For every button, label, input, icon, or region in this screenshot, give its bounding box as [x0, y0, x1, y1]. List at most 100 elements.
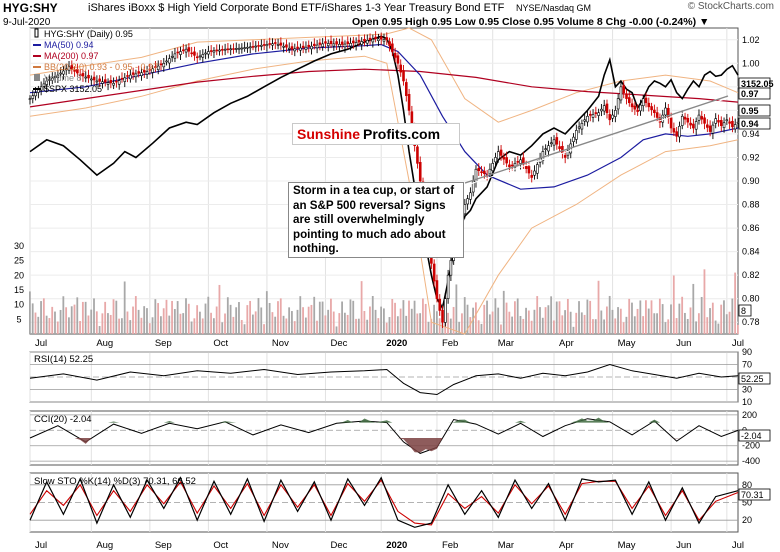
- price-candle-body: [145, 71, 149, 75]
- price-candle-body: [466, 198, 469, 205]
- price-candle-body: [541, 151, 545, 161]
- price-candle-body: [664, 107, 667, 116]
- volume-bar: [352, 300, 355, 334]
- x-tick-label-bottom: Jul: [732, 540, 744, 551]
- volume-bar: [385, 322, 388, 334]
- price-candle-body: [42, 83, 46, 87]
- price-candle-body: [463, 204, 467, 215]
- volume-bar: [597, 280, 600, 334]
- volume-bar: [614, 318, 617, 334]
- last-value-box: [738, 87, 771, 100]
- price-candle-body: [675, 131, 678, 137]
- volume-bar: [68, 317, 70, 334]
- volume-bar: [40, 301, 42, 334]
- volume-bar: [98, 326, 101, 334]
- price-candle-body: [627, 97, 631, 104]
- volume-bar: [486, 300, 488, 334]
- volume-bar: [257, 298, 260, 334]
- volume-bar: [394, 302, 396, 334]
- volume-bar: [684, 312, 686, 334]
- volume-bar: [377, 318, 380, 334]
- volume-bar: [179, 313, 182, 334]
- price-candle-body: [483, 170, 486, 174]
- price-candle-body: [257, 45, 260, 47]
- price-candle-body: [70, 65, 74, 70]
- volume-bar: [480, 323, 483, 334]
- volume-bar: [251, 314, 254, 334]
- price-candle-body: [240, 47, 244, 50]
- volume-bar: [160, 316, 162, 334]
- price-candle-body: [722, 122, 726, 128]
- volume-bar: [330, 298, 332, 334]
- stockcharts-credit[interactable]: © StockCharts.com: [687, 1, 774, 12]
- volume-bar: [505, 302, 508, 334]
- volume-bar: [633, 316, 636, 334]
- price-candle-body: [491, 163, 495, 171]
- volume-bar: [240, 319, 243, 334]
- rsi-axis-label: 30: [742, 385, 752, 395]
- annotation-callout: Storm in a tea cup, or start of an S&P 5…: [288, 182, 464, 258]
- volume-bar: [120, 318, 123, 334]
- price-candle-body: [600, 108, 603, 112]
- price-candle-body: [633, 105, 637, 110]
- price-candle-body: [377, 38, 380, 41]
- volume-bar: [681, 296, 684, 334]
- volume-bar: [383, 308, 385, 334]
- volume-bar: [45, 315, 48, 334]
- stoch-k-line: [29, 476, 739, 528]
- volume-bar: [374, 309, 377, 334]
- price-candle-body: [346, 41, 350, 44]
- volume-bar: [338, 313, 341, 334]
- volume-bar: [463, 297, 466, 334]
- volume-bar: [650, 300, 653, 334]
- volume-bar: [402, 300, 405, 334]
- last-value-label: 0.97: [741, 89, 759, 99]
- cci-overbought-fill: [30, 417, 738, 423]
- volume-bar: [332, 311, 335, 334]
- cci-axis-label: -400: [742, 456, 760, 466]
- volume-bar: [553, 320, 555, 334]
- volume-bar: [112, 299, 115, 334]
- volume-bar: [56, 321, 59, 334]
- volume-bar: [357, 318, 360, 334]
- volume-bar: [210, 312, 212, 334]
- volume-bar: [706, 317, 709, 334]
- price-candle-body: [580, 123, 584, 130]
- price-candle-body: [379, 36, 383, 40]
- price-candle-body: [572, 136, 575, 142]
- price-candle-body: [313, 43, 316, 46]
- volume-bar: [519, 315, 522, 334]
- volume-bar: [408, 300, 410, 334]
- volume-bar: [157, 303, 160, 334]
- price-candle-body: [505, 157, 508, 164]
- price-candle-body: [221, 49, 224, 51]
- volume-bar: [720, 304, 723, 334]
- volume-bar: [639, 300, 642, 334]
- volume-bar: [151, 317, 154, 334]
- price-candle-body: [34, 92, 37, 97]
- ticker-symbol: HYG:SHY: [3, 1, 58, 15]
- volume-bar: [525, 307, 527, 334]
- volume-bar: [59, 309, 62, 334]
- volume-bar: [547, 305, 550, 334]
- price-candle-body: [357, 39, 361, 43]
- volume-bar: [327, 309, 330, 334]
- price-candle-body: [148, 68, 152, 71]
- sto-axis-label: 80: [742, 480, 752, 490]
- price-candle-body: [195, 56, 199, 59]
- last-value-label: 0.95: [741, 106, 759, 116]
- volume-bar: [34, 312, 37, 334]
- price-candle-body: [335, 41, 338, 45]
- price-candle-body: [212, 50, 216, 53]
- price-candle-body: [694, 121, 698, 130]
- volume-bar: [566, 298, 569, 334]
- volume-bar: [449, 318, 452, 334]
- volume-bar: [670, 304, 672, 334]
- price-candle-body: [307, 44, 311, 48]
- price-candle-body: [586, 115, 589, 123]
- price-candle-body: [282, 45, 285, 48]
- volume-bar: [578, 301, 580, 334]
- price-candle-body: [223, 48, 227, 51]
